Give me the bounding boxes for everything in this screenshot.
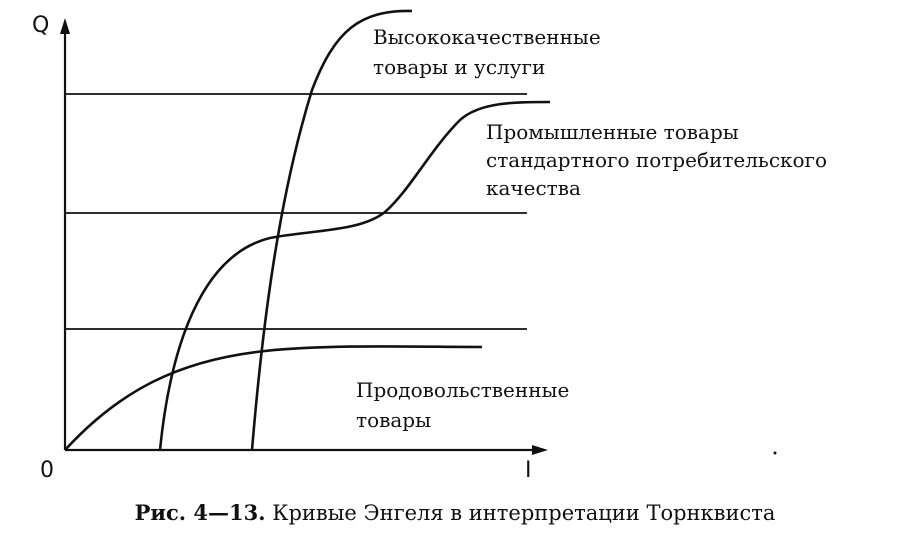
industrial-label-line-3: качества	[486, 176, 581, 200]
industrial-label-line-1: Промышленные товары	[486, 120, 739, 144]
food-label-line-1: Продовольственные	[356, 378, 569, 402]
industrial-label-line-2: стандартного потребительского	[486, 148, 827, 172]
x-axis-arrow	[532, 445, 548, 455]
figure-caption: Рис. 4—13. Кривые Энгеля в интерпретации…	[0, 500, 910, 525]
print-speck	[773, 451, 777, 455]
luxury-label-line-2: товары и услуги	[373, 55, 545, 79]
y-axis-label: Q	[32, 13, 49, 38]
origin-label: 0	[40, 458, 54, 483]
caption-title: Кривые Энгеля в интерпретации Торнквиста	[272, 501, 776, 525]
y-axis-arrow	[60, 18, 70, 34]
x-axis-label: I	[525, 458, 532, 483]
series-line-industrial	[158, 100, 551, 451]
engel-curves-chart: Q I 0 Высококачественные товары и услуги…	[32, 9, 827, 483]
caption-prefix: Рис. 4—13.	[134, 500, 266, 525]
luxury-label-line-1: Высококачественные	[373, 25, 601, 49]
series-line-food	[64, 345, 483, 451]
food-label-line-2: товары	[356, 408, 431, 432]
series-line-luxury	[250, 9, 413, 451]
